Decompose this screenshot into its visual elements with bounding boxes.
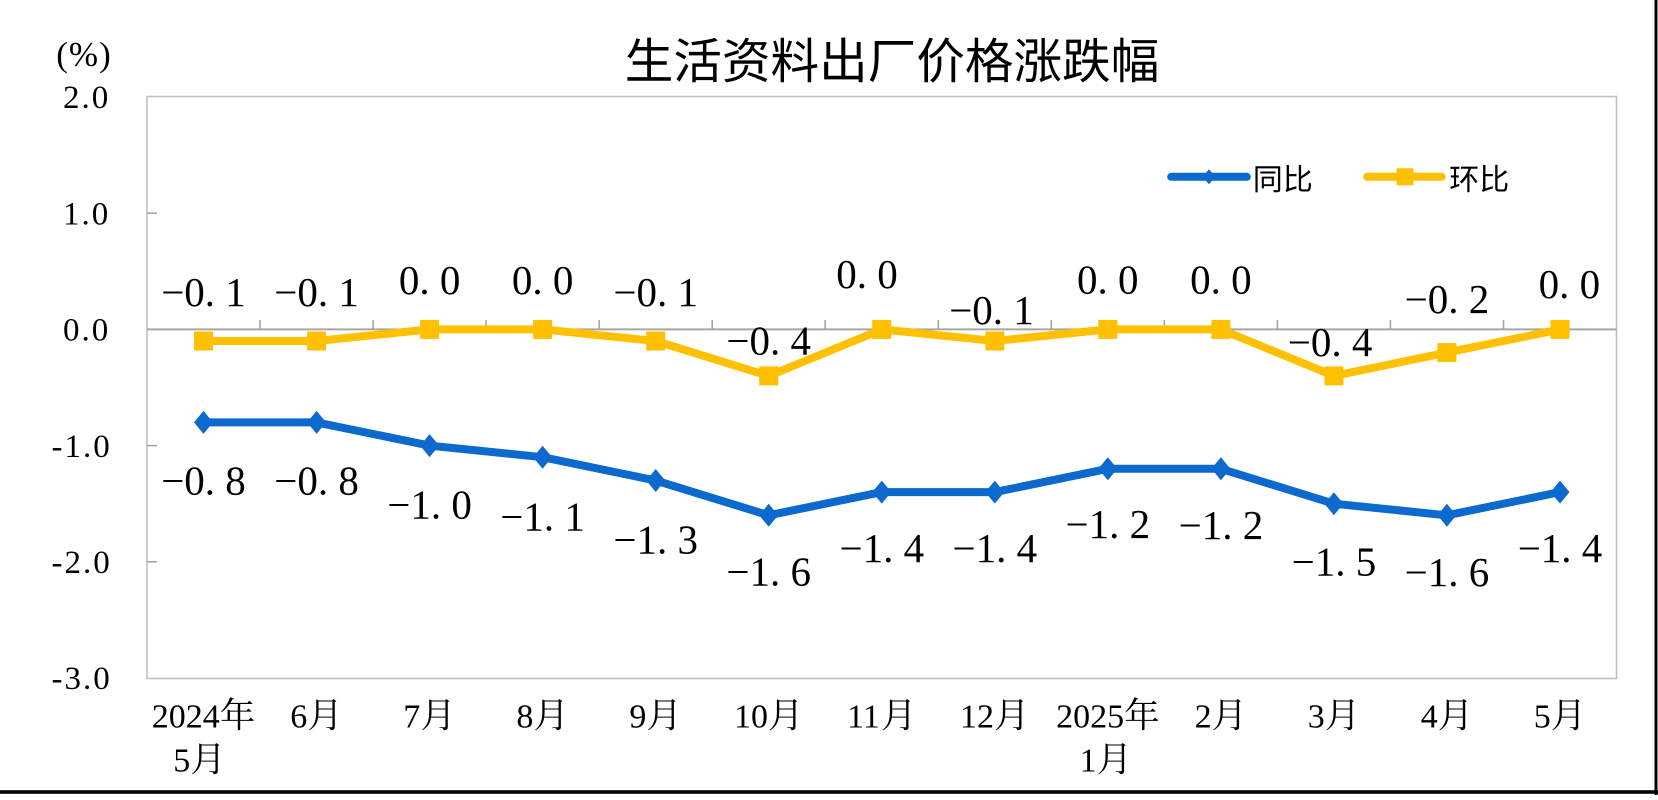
svg-text:−0. 1: −0. 1 xyxy=(613,269,698,315)
svg-text:−0. 1: −0. 1 xyxy=(161,269,246,315)
svg-text:0. 0: 0. 0 xyxy=(512,257,574,303)
svg-text:5: 5 xyxy=(173,743,190,780)
svg-text:6: 6 xyxy=(290,699,307,736)
svg-text:9: 9 xyxy=(629,699,646,736)
svg-text:−1. 2: −1. 2 xyxy=(1065,501,1150,547)
svg-text:0.0: 0.0 xyxy=(63,313,110,349)
svg-text:1.0: 1.0 xyxy=(63,196,110,232)
svg-text:-3.0: -3.0 xyxy=(52,661,112,697)
svg-text:0. 0: 0. 0 xyxy=(1077,257,1139,303)
svg-text:3: 3 xyxy=(1308,699,1325,736)
svg-text:−0. 4: −0. 4 xyxy=(1288,319,1373,365)
svg-text:2025: 2025 xyxy=(1056,699,1124,736)
svg-text:−0. 1: −0. 1 xyxy=(274,269,359,315)
svg-text:12: 12 xyxy=(960,699,994,736)
svg-text:−1. 4: −1. 4 xyxy=(839,525,924,571)
svg-text:2.0: 2.0 xyxy=(63,80,110,116)
svg-text:4: 4 xyxy=(1421,699,1438,736)
svg-text:−1. 4: −1. 4 xyxy=(1518,525,1603,571)
svg-text:−1. 0: −1. 0 xyxy=(387,482,472,528)
svg-text:11: 11 xyxy=(847,699,880,736)
svg-text:8: 8 xyxy=(516,699,533,736)
svg-text:0. 0: 0. 0 xyxy=(1539,261,1601,307)
svg-text:−1. 1: −1. 1 xyxy=(500,494,585,540)
svg-text:1: 1 xyxy=(1080,743,1097,780)
svg-text:−0. 8: −0. 8 xyxy=(274,458,359,504)
svg-text:-2.0: -2.0 xyxy=(52,545,112,581)
svg-text:−1. 3: −1. 3 xyxy=(613,517,698,563)
svg-text:−0. 1: −0. 1 xyxy=(949,287,1034,333)
svg-text:−0. 8: −0. 8 xyxy=(161,458,246,504)
svg-text:7: 7 xyxy=(403,699,420,736)
svg-text:-1.0: -1.0 xyxy=(52,429,112,465)
svg-text:2: 2 xyxy=(1195,699,1212,736)
svg-text:10: 10 xyxy=(734,699,768,736)
svg-text:0. 0: 0. 0 xyxy=(836,251,898,297)
svg-text:−1. 6: −1. 6 xyxy=(726,549,811,595)
svg-text:0. 0: 0. 0 xyxy=(1190,257,1252,303)
svg-text:(%): (%) xyxy=(56,35,111,74)
svg-text:−0. 4: −0. 4 xyxy=(726,318,811,364)
svg-text:0. 0: 0. 0 xyxy=(399,257,461,303)
svg-text:2024: 2024 xyxy=(152,699,220,736)
svg-text:−0. 2: −0. 2 xyxy=(1405,276,1490,322)
svg-text:−1. 5: −1. 5 xyxy=(1292,539,1377,585)
svg-text:−1. 6: −1. 6 xyxy=(1405,549,1490,595)
svg-text:−1. 2: −1. 2 xyxy=(1179,502,1264,548)
svg-text:5: 5 xyxy=(1534,699,1551,736)
svg-text:−1. 4: −1. 4 xyxy=(952,525,1037,571)
